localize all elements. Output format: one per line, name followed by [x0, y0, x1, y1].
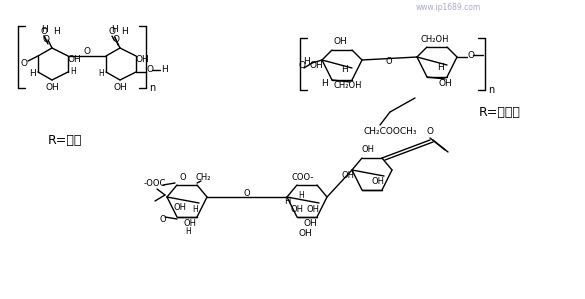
- Text: COO-: COO-: [292, 173, 314, 181]
- Text: OH: OH: [184, 219, 197, 228]
- Text: OH: OH: [113, 83, 127, 92]
- Text: OH: OH: [342, 172, 355, 181]
- Text: O: O: [426, 127, 433, 137]
- Text: R=黃原胶: R=黃原胶: [479, 106, 521, 118]
- Text: H: H: [30, 69, 36, 79]
- Text: H: H: [321, 80, 328, 89]
- Text: OH: OH: [362, 146, 374, 155]
- Text: H: H: [342, 65, 349, 74]
- Text: H: H: [436, 62, 443, 71]
- Text: OH: OH: [67, 56, 81, 65]
- Text: O: O: [467, 51, 474, 60]
- Text: O: O: [386, 57, 393, 66]
- Text: O: O: [244, 188, 250, 198]
- Text: CH₂COOCH₃: CH₂COOCH₃: [363, 127, 417, 137]
- Text: OH: OH: [309, 62, 323, 71]
- Text: -OOC: -OOC: [144, 179, 166, 187]
- Text: OH: OH: [291, 205, 304, 213]
- Text: H: H: [192, 205, 198, 213]
- Text: H: H: [53, 28, 59, 36]
- Text: n: n: [488, 85, 494, 95]
- Text: R=淠粉: R=淠粉: [48, 133, 82, 147]
- Text: H: H: [185, 227, 191, 236]
- Text: O: O: [160, 214, 166, 223]
- Text: O: O: [20, 60, 27, 68]
- Text: OH: OH: [174, 202, 187, 211]
- Text: H: H: [112, 25, 118, 34]
- Text: O: O: [112, 36, 119, 45]
- Text: O: O: [84, 47, 91, 56]
- Text: CH₂OH: CH₂OH: [421, 34, 449, 43]
- Text: H: H: [304, 57, 311, 65]
- Text: H: H: [40, 25, 47, 34]
- Text: O: O: [146, 65, 153, 74]
- Text: O: O: [298, 60, 305, 69]
- Text: O: O: [108, 28, 115, 36]
- Text: OH: OH: [307, 205, 319, 213]
- Text: O: O: [180, 173, 186, 181]
- Text: CH₂OH: CH₂OH: [334, 82, 362, 91]
- Text: OH: OH: [438, 79, 452, 88]
- Text: www.ip1689.com: www.ip1689.com: [415, 4, 481, 13]
- Text: O: O: [43, 36, 50, 45]
- Text: H: H: [298, 190, 304, 199]
- Text: H: H: [161, 65, 167, 74]
- Text: OH: OH: [45, 83, 59, 92]
- Text: OH: OH: [298, 228, 312, 237]
- Text: n: n: [149, 83, 155, 93]
- Text: OH: OH: [135, 56, 149, 65]
- Text: H: H: [70, 68, 76, 77]
- Text: OH: OH: [333, 37, 347, 47]
- Text: H: H: [98, 69, 104, 79]
- Text: H: H: [121, 28, 128, 36]
- Text: OH: OH: [303, 219, 317, 228]
- Text: OH: OH: [371, 178, 384, 187]
- Text: O: O: [40, 28, 47, 36]
- Text: CH₂: CH₂: [195, 173, 211, 181]
- Text: H: H: [284, 196, 290, 205]
